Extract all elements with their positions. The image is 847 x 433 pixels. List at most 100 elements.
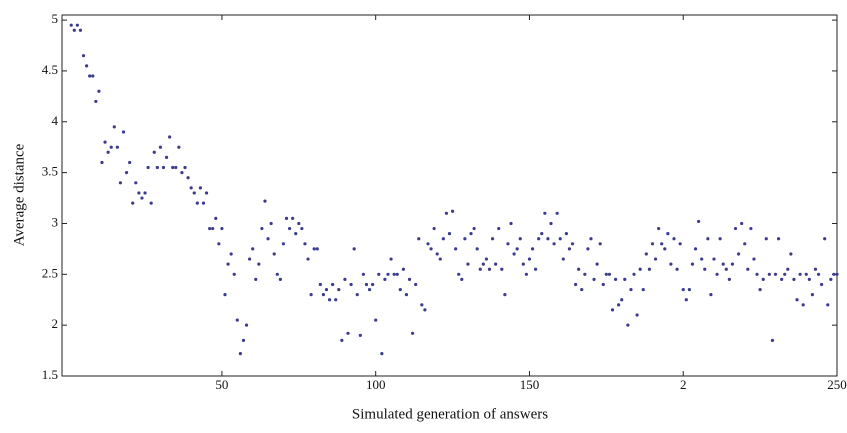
data-point — [260, 226, 264, 231]
data-point — [552, 242, 556, 246]
data-point — [112, 125, 116, 129]
data-point — [487, 267, 492, 271]
data-point — [303, 242, 307, 246]
data-point — [300, 226, 304, 231]
data-point — [340, 338, 344, 343]
data-point — [164, 155, 169, 159]
data-point — [232, 272, 236, 276]
data-point — [515, 247, 519, 251]
data-point — [72, 28, 76, 32]
data-point — [789, 252, 793, 256]
data-point — [343, 277, 347, 281]
data-point — [254, 277, 258, 281]
data-point — [761, 277, 765, 281]
data-point — [469, 232, 473, 236]
data-point — [589, 237, 593, 241]
data-point — [521, 262, 525, 266]
data-point — [146, 165, 150, 170]
data-point — [124, 171, 129, 175]
data-point — [414, 282, 418, 287]
data-point — [131, 201, 135, 205]
data-point — [807, 277, 811, 281]
data-point — [352, 247, 356, 251]
y-tick-label: 4.5 — [42, 62, 58, 77]
data-point — [697, 219, 701, 224]
data-point — [610, 308, 615, 312]
data-point — [309, 293, 313, 297]
data-point — [770, 338, 775, 343]
x-tick-label: 150 — [520, 377, 540, 392]
data-point — [158, 145, 163, 149]
data-point — [457, 272, 461, 276]
data-point — [617, 303, 621, 307]
data-point — [537, 237, 541, 241]
data-point — [367, 287, 372, 292]
data-point — [198, 186, 202, 190]
data-point — [503, 293, 507, 297]
data-point — [706, 237, 710, 241]
data-point — [813, 267, 818, 271]
data-point — [724, 267, 728, 271]
data-point — [475, 247, 479, 251]
data-point — [730, 262, 735, 266]
data-point — [204, 191, 209, 195]
data-point — [620, 298, 624, 302]
data-point — [463, 237, 467, 241]
data-point — [327, 298, 332, 302]
data-point — [684, 298, 688, 302]
data-point — [810, 293, 814, 297]
data-point — [595, 262, 599, 266]
data-point — [638, 267, 642, 271]
data-point — [647, 267, 652, 271]
data-point — [660, 242, 664, 246]
data-point — [675, 267, 679, 271]
data-point — [709, 293, 713, 297]
data-point — [798, 272, 802, 276]
data-point — [693, 247, 698, 251]
data-point — [361, 272, 365, 276]
data-point — [564, 232, 568, 236]
data-point — [450, 209, 455, 213]
data-point — [543, 211, 547, 215]
data-point — [758, 287, 762, 292]
data-point — [355, 293, 359, 297]
data-point — [829, 277, 833, 281]
y-axis-title: Average distance — [11, 143, 27, 246]
data-point — [666, 232, 670, 236]
data-point — [294, 232, 298, 236]
data-point — [663, 247, 667, 251]
data-point — [749, 226, 753, 231]
data-point — [241, 338, 246, 343]
data-point — [315, 247, 319, 251]
data-point — [115, 145, 119, 149]
data-point — [371, 282, 375, 287]
data-point — [81, 54, 86, 58]
data-point — [251, 247, 255, 251]
data-point — [546, 237, 550, 241]
data-point — [792, 277, 796, 281]
data-point — [423, 308, 427, 312]
data-point — [272, 252, 276, 256]
data-point — [118, 181, 123, 185]
y-tick-label: 3 — [52, 214, 59, 229]
data-point — [743, 242, 747, 246]
data-point — [334, 298, 338, 302]
x-tick-label: 2 — [680, 377, 687, 392]
data-point — [678, 242, 682, 246]
data-point — [306, 257, 310, 261]
data-point — [835, 272, 839, 276]
data-point — [740, 221, 744, 226]
data-point — [561, 257, 565, 261]
data-point — [764, 237, 768, 241]
data-point — [195, 201, 199, 205]
data-point — [826, 303, 830, 307]
data-point — [247, 257, 252, 261]
data-point — [650, 242, 655, 246]
y-tick-label: 1.5 — [42, 367, 58, 382]
data-point — [358, 333, 362, 337]
data-point — [281, 242, 286, 246]
data-point — [321, 293, 326, 297]
data-point — [426, 242, 430, 246]
y-tick-label: 4 — [52, 113, 59, 128]
data-point — [377, 272, 381, 276]
